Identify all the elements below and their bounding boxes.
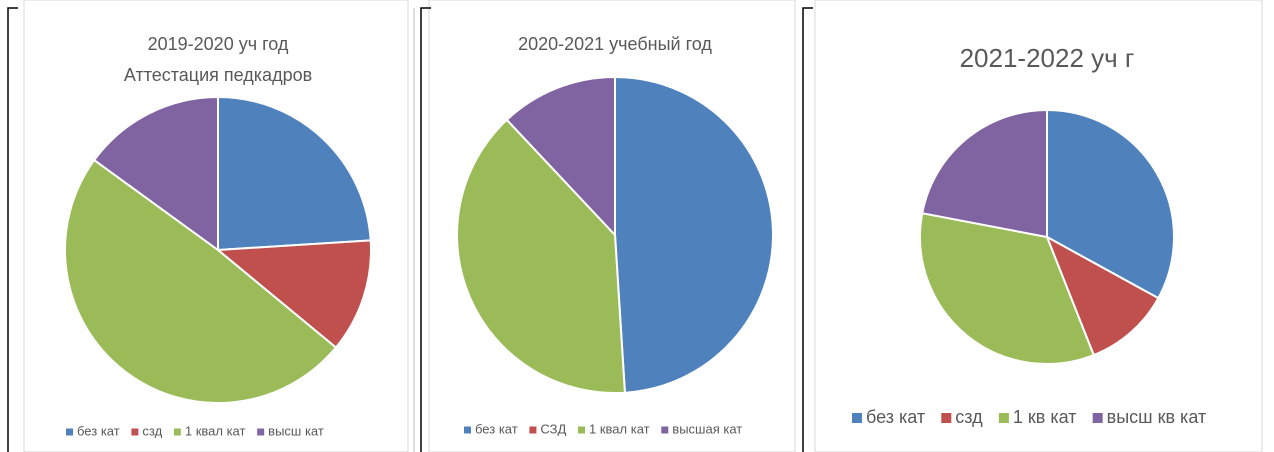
legend-label: сзд: [955, 407, 983, 427]
pie-slice: [1046, 108, 1175, 300]
cell-border: [420, 7, 431, 452]
pie-slice: [92, 95, 219, 252]
legend-label: СЗД: [540, 421, 566, 436]
legend-swatch: [257, 428, 265, 436]
chart-title: Аттестация педкадров: [124, 65, 312, 85]
pie-slice: [456, 118, 626, 394]
chart-title: 2019-2020 уч год: [148, 34, 289, 54]
legend-label: 1 квал кат: [589, 421, 650, 436]
pie-slice: [505, 75, 616, 238]
pie-slice: [215, 239, 372, 349]
legend-swatch: [173, 428, 181, 436]
chart-title: 2020-2021 учебный год: [518, 34, 712, 54]
pie-slice: [217, 95, 372, 252]
legend-swatch: [661, 426, 669, 434]
legend-label: высш кат: [268, 423, 324, 438]
pie-slice: [614, 75, 774, 394]
legend-swatch: [852, 413, 862, 423]
chart-title: 2021-2022 уч г: [960, 43, 1135, 73]
legend-label: без кат: [866, 407, 925, 427]
legend-label: без кат: [475, 421, 518, 436]
legend-swatch: [1092, 413, 1103, 423]
legend-swatch: [529, 426, 537, 434]
pie-slice: [921, 108, 1048, 239]
legend-label: высшая кат: [672, 421, 742, 436]
pie-slice: [919, 212, 1096, 365]
legend-label: 1 кв кат: [1013, 407, 1077, 427]
pie-slice: [64, 158, 338, 404]
legend-label: сзд: [142, 423, 162, 438]
legend-swatch: [131, 428, 139, 436]
legend-swatch: [941, 413, 952, 423]
legend-label: 1 квал кат: [185, 423, 246, 438]
cell-border: [7, 7, 18, 452]
pie-slice: [1045, 234, 1160, 357]
legend-swatch: [66, 428, 73, 436]
legend-swatch: [998, 413, 1009, 423]
legend-swatch: [464, 426, 471, 434]
cell-border: [802, 7, 813, 452]
legend-swatch: [578, 426, 586, 434]
legend-label: без кат: [77, 423, 120, 438]
legend-label: высш кв кат: [1107, 407, 1207, 427]
